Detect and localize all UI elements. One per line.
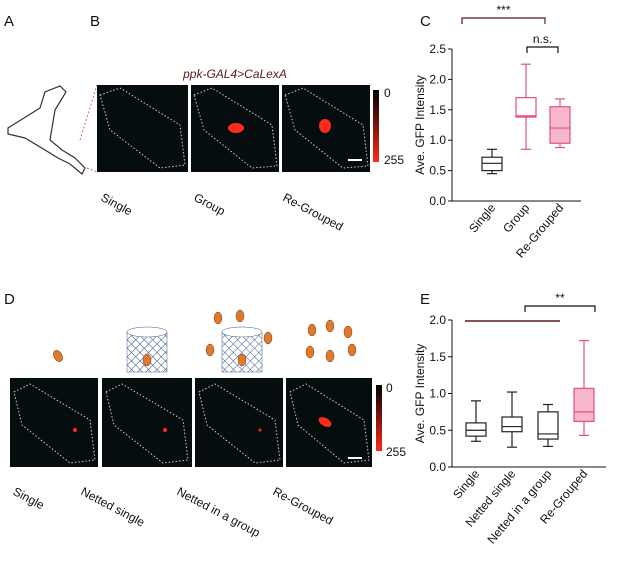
y-tick-label: 0.0 [429,194,446,208]
image-label: Netted single [79,484,148,529]
box [501,416,523,433]
y-tick-label: 1.0 [429,387,446,401]
x-tick-label: Netted in a group [484,467,554,547]
box [465,422,487,437]
box [537,411,559,440]
panel-label: B [90,13,100,30]
box [573,387,595,423]
x-tick-label: Single [466,201,498,236]
leg-drawing [7,85,86,175]
scale-label: 255 [384,153,404,167]
y-tick-label: 2.5 [429,42,446,56]
micrograph-row [97,85,379,172]
micrograph-row [10,378,382,467]
y-tick-label: 1.5 [429,103,446,117]
zoom-line [79,84,98,141]
x-tick-label: Group [500,201,532,236]
panel-label: E [420,291,430,308]
zoom-line [86,167,98,173]
y-tick-label: 1.0 [429,133,446,147]
panel-label: A [4,13,14,30]
y-tick-label: 0.5 [429,423,446,437]
image-label: Netted in a group [175,484,263,540]
box [481,156,503,172]
y-axis-label: Ave. GFP Intensity [413,344,427,444]
y-tick-label: 2.0 [429,72,446,86]
y-tick-label: 2.0 [429,313,446,327]
significance-label: ** [555,291,565,305]
x-tick-label: Single [450,467,482,502]
image-label: Single [99,190,135,218]
image-label: Re-Grouped [281,190,346,233]
y-tick-label: 0.0 [429,460,446,474]
image-label: Single [11,484,47,512]
box [515,97,537,118]
panel-label: D [4,291,15,308]
scale-label: 255 [386,445,406,459]
genotype: ppk-GAL4>CaLexA [182,67,287,81]
box [549,106,571,144]
image-label: Group [192,190,228,218]
significance-label: n.s. [533,32,552,46]
y-tick-label: 1.5 [429,350,446,364]
panel-label: C [420,13,431,30]
scale-label: 0 [384,86,391,100]
scale-label: 0 [386,381,393,395]
significance-bracket [524,305,596,312]
significance-label: *** [496,3,510,17]
y-axis-label: Ave. GFP Intensity [413,75,427,175]
significance-bracket [461,17,546,24]
image-label: Re-Grouped [271,484,336,527]
y-tick-label: 0.5 [429,164,446,178]
significance-bracket [526,46,559,53]
fly-icons [53,309,357,373]
